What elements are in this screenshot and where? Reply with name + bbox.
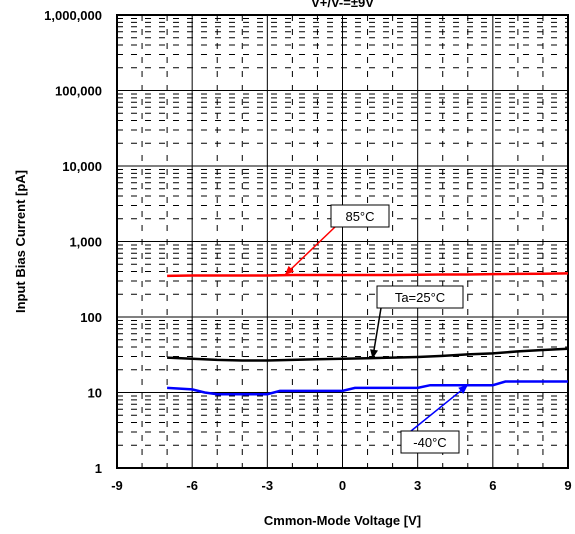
series-line [167, 380, 568, 396]
plot-frame [116, 14, 569, 469]
annotation-arrowhead [370, 349, 378, 359]
x-tick-label: 0 [339, 478, 346, 493]
series-line [167, 347, 569, 362]
x-tick-label: 9 [564, 478, 571, 493]
annotation-box [400, 430, 460, 454]
x-axis-title: Cmmon-Mode Voltage [V] [264, 513, 421, 528]
tick-labels: -9 -6 -3 0 3 6 9 1 10 100 1,000 10,000 100,000 1,000,… [44, 8, 571, 493]
x-tick-label: -9 [111, 478, 123, 493]
series-lines [167, 272, 569, 396]
annotation-arrow [284, 226, 336, 276]
x-tick-label: 6 [489, 478, 496, 493]
y-tick-label: 1,000,000 [44, 8, 102, 23]
annotation: 85°C [284, 204, 390, 276]
annotation-box [376, 285, 464, 309]
annotation-arrowhead [284, 265, 295, 275]
y-tick-label: 100,000 [55, 84, 102, 99]
y-axis-title: Input Bias Current [pA] [13, 170, 28, 313]
y-tick-label: 100 [80, 310, 102, 325]
chart-title: V+/V-=±9V [311, 0, 374, 10]
annotation-arrow [410, 384, 469, 432]
y-tick-label: 1,000 [69, 235, 102, 250]
y-tick-label: 10 [88, 386, 102, 401]
y-tick-label: 10,000 [62, 159, 102, 174]
grid [116, 14, 569, 469]
annotations: 85°C Ta=25°C -40°C [284, 204, 469, 454]
annotation: -40°C [400, 384, 469, 454]
annotation-arrowhead [458, 385, 468, 394]
x-tick-label: -6 [186, 478, 198, 493]
annotation-label: 85°C [345, 209, 374, 224]
annotation-box [330, 204, 390, 228]
series-line [167, 272, 569, 278]
x-tick-label: 3 [414, 478, 421, 493]
annotation-label: Ta=25°C [395, 290, 445, 305]
annotation-label: -40°C [413, 435, 446, 450]
x-tick-label: -3 [262, 478, 274, 493]
annotation: Ta=25°C [370, 285, 464, 359]
y-tick-label: 1 [95, 461, 102, 476]
